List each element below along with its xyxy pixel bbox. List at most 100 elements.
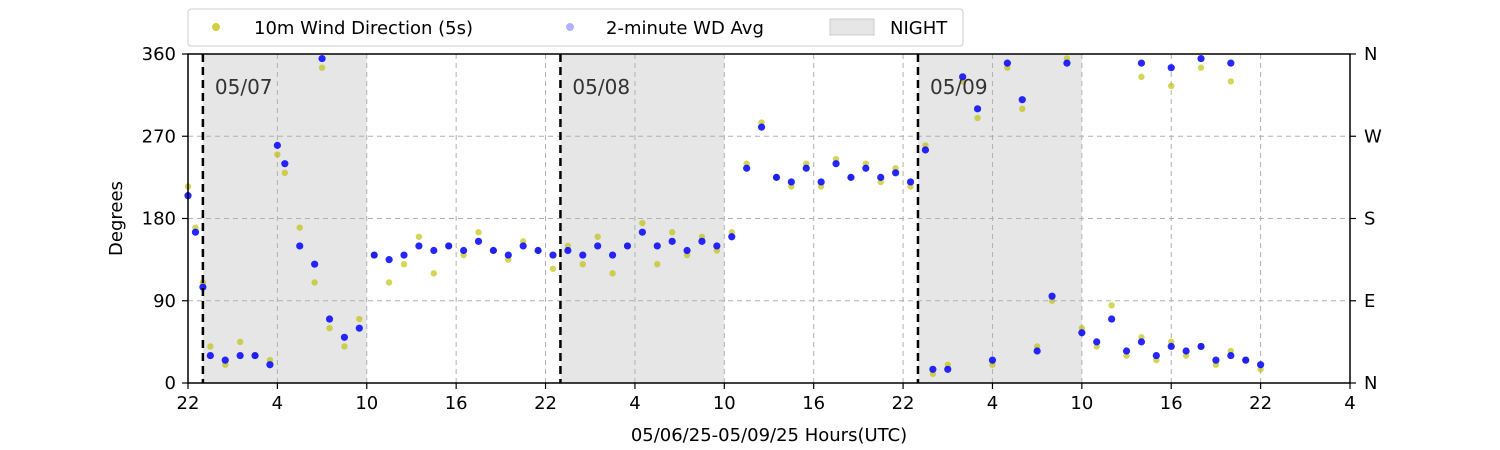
- data-point: [1197, 342, 1205, 351]
- data-point: [325, 315, 334, 323]
- data-point: [415, 233, 423, 240]
- x-axis-label: 05/06/25-05/09/25 Hours(UTC): [631, 425, 907, 446]
- y-tick-label: 90: [153, 291, 176, 312]
- series-layer: [184, 54, 1265, 378]
- data-point: [1108, 315, 1116, 323]
- data-point: [817, 178, 825, 186]
- data-point: [519, 242, 527, 250]
- legend-box: [187, 8, 964, 47]
- data-point: [579, 260, 586, 268]
- y-right-tick-label: W: [1364, 126, 1382, 147]
- data-point: [549, 265, 557, 272]
- data-point: [1122, 347, 1131, 355]
- y-tick-label: 180: [142, 209, 176, 230]
- series-wd-2min-avg: [184, 54, 1265, 373]
- data-point: [802, 164, 810, 172]
- day-label: 05/08: [572, 75, 630, 99]
- data-point: [415, 242, 423, 250]
- x-tick-label: 22: [1249, 393, 1272, 414]
- legend-marker: [212, 23, 220, 31]
- data-point: [1212, 356, 1220, 364]
- data-point: [1152, 351, 1160, 360]
- data-point: [340, 333, 349, 341]
- data-point: [326, 324, 333, 332]
- day-boundary-layer: 05/07 05/08 05/09: [201, 54, 988, 383]
- data-point: [921, 146, 930, 154]
- data-point: [1048, 292, 1056, 300]
- x-tick-label: 22: [892, 393, 915, 414]
- data-point: [594, 242, 602, 250]
- y-right-tick-label: N: [1364, 44, 1377, 65]
- data-point: [787, 178, 795, 186]
- data-point: [877, 173, 885, 181]
- data-point: [341, 343, 348, 350]
- data-point: [251, 351, 259, 360]
- data-point: [385, 279, 393, 286]
- data-point: [892, 169, 900, 177]
- legend-item: 10m Wind Direction (5s): [212, 18, 473, 39]
- data-point: [944, 365, 952, 373]
- data-point: [281, 169, 289, 177]
- data-point: [832, 160, 840, 168]
- data-point: [460, 246, 468, 255]
- data-point: [207, 343, 214, 350]
- legend-marker: [566, 23, 574, 31]
- legend-label: NIGHT: [890, 18, 948, 39]
- data-point: [549, 251, 557, 259]
- legend-label: 2-minute WD Avg: [606, 18, 764, 39]
- data-point: [504, 251, 512, 259]
- data-point: [1167, 64, 1175, 72]
- data-point: [1257, 361, 1265, 369]
- x-tick-label: 22: [177, 393, 200, 414]
- x-tick-label: 10: [1070, 393, 1093, 414]
- data-point: [668, 229, 676, 236]
- data-point: [311, 260, 319, 268]
- data-point: [1167, 342, 1175, 351]
- data-point: [281, 160, 289, 168]
- data-point: [847, 173, 855, 181]
- data-point: [988, 356, 997, 364]
- x-tick-label: 10: [355, 393, 378, 414]
- data-point: [743, 164, 751, 172]
- data-point: [1138, 73, 1145, 81]
- axis-layer: 22 4 10 16 22 4 10 16 22 4 10 16 22 4 0 90 180 270 360 N E S W…: [142, 44, 1382, 414]
- data-point: [906, 178, 915, 186]
- data-point: [638, 228, 646, 236]
- data-point: [236, 351, 244, 360]
- data-point: [1197, 54, 1205, 63]
- data-point: [221, 356, 229, 364]
- data-point: [683, 246, 691, 255]
- data-point: [862, 164, 870, 172]
- data-point: [609, 270, 616, 277]
- data-point: [929, 365, 937, 373]
- data-point: [1227, 59, 1235, 67]
- grid-layer: [188, 54, 1350, 383]
- x-tick-label: 16: [1160, 393, 1183, 414]
- data-point: [355, 324, 363, 332]
- data-point: [668, 237, 676, 245]
- data-point: [1078, 329, 1086, 337]
- data-point: [370, 251, 378, 259]
- day-label: 05/09: [930, 75, 988, 99]
- data-point: [1227, 78, 1235, 85]
- data-point: [974, 114, 981, 122]
- data-point: [959, 73, 967, 81]
- y-right-tick-label: S: [1364, 209, 1375, 230]
- data-point: [623, 242, 632, 250]
- x-tick-label: 4: [1344, 393, 1355, 414]
- data-point: [296, 242, 304, 250]
- x-tick-label: 4: [987, 393, 998, 414]
- data-point: [594, 233, 601, 240]
- data-point: [1242, 356, 1250, 364]
- x-tick-label: 16: [445, 393, 468, 414]
- x-tick-label: 22: [534, 393, 557, 414]
- data-point: [475, 229, 482, 236]
- night-band: [202, 54, 367, 383]
- y-right-tick-label: N: [1364, 373, 1377, 394]
- x-tick-label: 16: [802, 393, 825, 414]
- data-point: [400, 260, 408, 268]
- data-point: [1108, 302, 1115, 309]
- data-point: [1182, 347, 1190, 355]
- data-point: [356, 315, 363, 323]
- data-point: [653, 242, 661, 250]
